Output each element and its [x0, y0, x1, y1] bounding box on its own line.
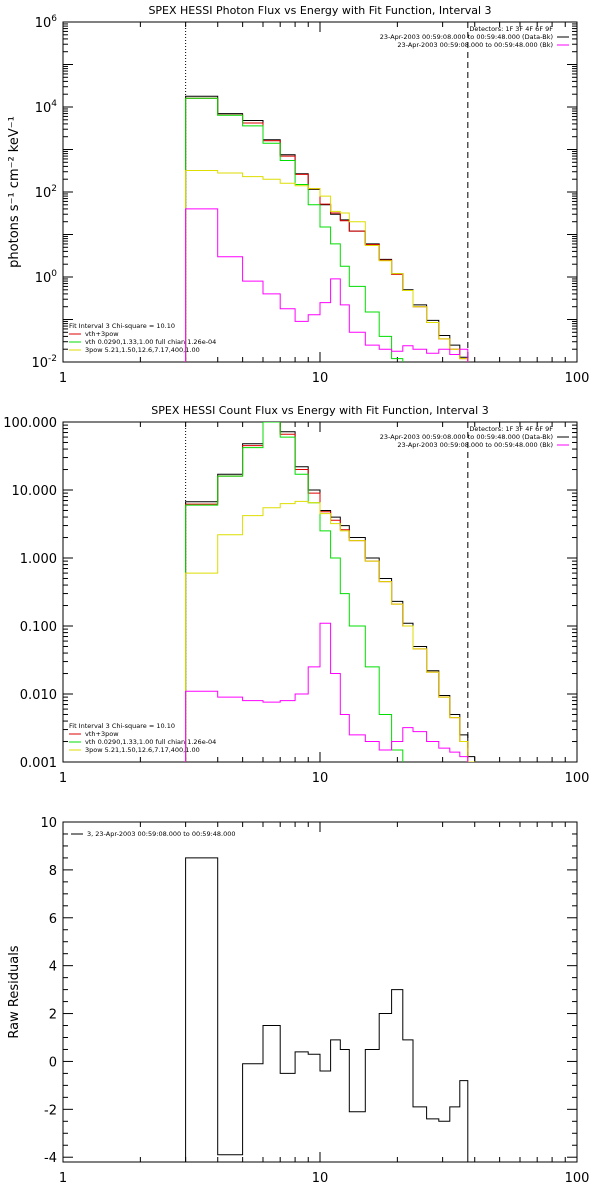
x-tick-label: 10 [312, 371, 329, 386]
x-tick-label: 100 [565, 371, 590, 386]
fit-text: vth+3pow [85, 730, 119, 738]
fit-text: Fit Interval 3 Chi-square = 10.10 [69, 722, 175, 730]
info-text: 23-Apr-2003 00:59:08.000 to 00:59:48.000… [397, 41, 553, 49]
x-tick-label: 1 [59, 1171, 67, 1186]
y-tick-label: 0.010 [20, 688, 57, 703]
plot-frame [62, 421, 578, 763]
y-tick-label: 10-2 [31, 354, 57, 371]
x-tick-label: 1 [59, 371, 67, 386]
chart-panel-3: 1 10 100 -4 -2 0 2 4 6 8 10 Raw Residuals 3, 23-Apr-… [7, 816, 589, 1186]
y-tick-label: 0 [49, 1055, 57, 1070]
chart-panel-1: SPEX HESSI Photon Flux vs Energy with Fi… [7, 4, 589, 386]
y-tick-label: 10.000 [12, 484, 58, 499]
x-tick-label: 100 [565, 771, 590, 786]
series-line-2 [185, 422, 476, 762]
info-text: Detectors: 1F 3F 4F 6F 9F [469, 25, 553, 33]
y-tick-label: 10 [40, 816, 57, 831]
fit-text: 3pow 5.21,1.50,12.6,7.17,400,1.00 [85, 746, 200, 754]
y-tick-label: 8 [49, 864, 57, 879]
y-tick-label: 0.100 [20, 620, 57, 635]
chart-panel-2: SPEX HESSI Count Flux vs Energy with Fit… [3, 404, 589, 786]
y-tick-label: 100 [35, 269, 58, 286]
plot-area [185, 422, 476, 762]
x-tick-label: 10 [312, 771, 329, 786]
plot-area [185, 857, 469, 1162]
y-tick-label: -4 [44, 1151, 57, 1166]
series-line-2 [185, 97, 469, 362]
x-tick-label: 1 [59, 771, 67, 786]
y-tick-label: 100.000 [3, 416, 57, 431]
y-tick-label: 1.000 [20, 552, 57, 567]
y-tick-label: 0.001 [20, 756, 57, 771]
fit-text: vth 0.0290,1.33,1.00 full chian 1.26e-04 [85, 738, 216, 746]
y-tick-label: 2 [49, 1008, 57, 1023]
y-axis-label: photons s⁻¹ cm⁻² keV⁻¹ [7, 116, 22, 268]
fit-text: 3pow 5.21,1.50,12.6,7.17,400,1.00 [85, 346, 200, 354]
info-text: 23-Apr-2003 00:59:08.000 to 00:59:48.000… [397, 441, 553, 449]
series-line-5 [185, 208, 469, 362]
plot-area [185, 95, 469, 362]
series-line-1 [185, 857, 469, 1162]
y-tick-label: -2 [44, 1103, 57, 1118]
y-tick-label: 106 [35, 14, 58, 31]
series-line-1 [185, 422, 476, 762]
fit-text: vth 0.0290,1.33,1.00 full chian 1.26e-04 [85, 338, 216, 346]
fit-text: vth+3pow [85, 330, 119, 338]
series-line-3 [185, 422, 404, 762]
y-axis-label: Raw Residuals [7, 945, 22, 1038]
y-tick-label: 6 [49, 912, 57, 927]
legend-text: 3, 23-Apr-2003 00:59:08.000 to 00:59:48.… [87, 830, 236, 838]
info-text: 23-Apr-2003 00:59:08.000 to 00:59:48.000… [380, 33, 553, 41]
series-line-5 [185, 622, 469, 762]
x-tick-label: 100 [565, 1171, 590, 1186]
series-line-4 [185, 170, 469, 362]
chart-title: SPEX HESSI Photon Flux vs Energy with Fi… [148, 4, 491, 17]
x-tick-label: 10 [312, 1171, 329, 1186]
y-tick-label: 4 [49, 960, 57, 975]
fit-text: Fit Interval 3 Chi-square = 10.10 [69, 322, 175, 330]
y-tick-label: 102 [35, 184, 57, 201]
plot-frame [62, 821, 578, 1163]
series-line-4 [185, 500, 476, 762]
info-text: 23-Apr-2003 00:59:08.000 to 00:59:48.000… [380, 433, 553, 441]
chart-title: SPEX HESSI Count Flux vs Energy with Fit… [151, 404, 488, 417]
info-text: Detectors: 1F 3F 4F 6F 9F [469, 425, 553, 433]
series-line-3 [185, 97, 404, 362]
y-tick-label: 104 [35, 99, 58, 116]
